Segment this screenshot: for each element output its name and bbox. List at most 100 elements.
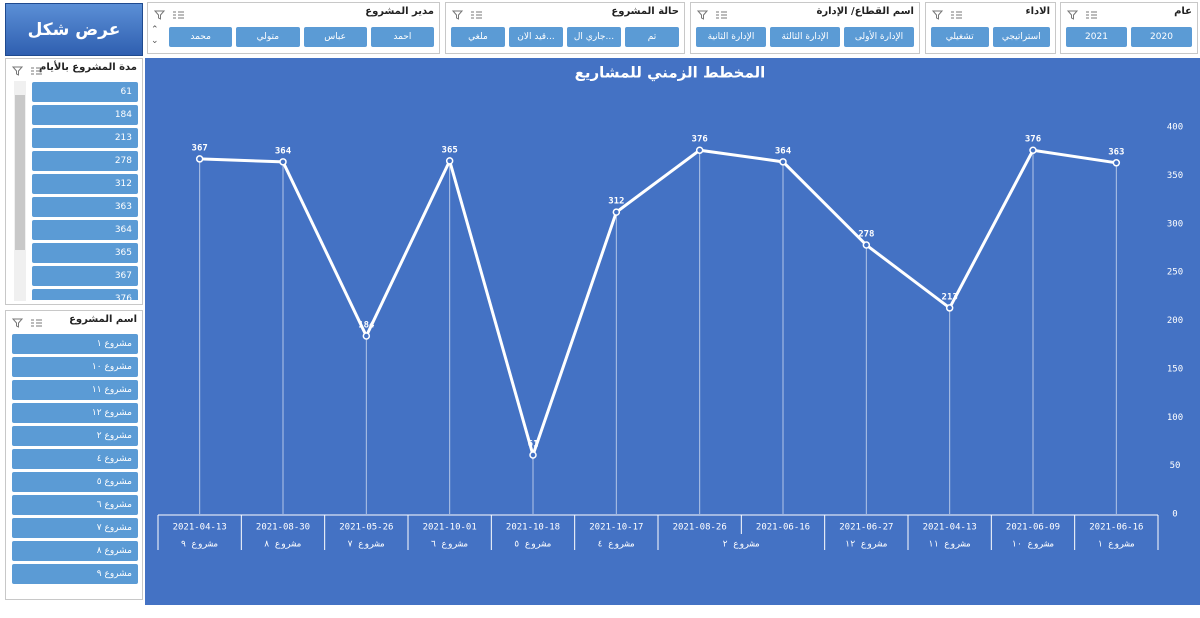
slicer-tools (153, 6, 193, 25)
slicer-title: اسم القطاع/ الإدارة (816, 6, 914, 17)
slicer-items: استراتيجي تشغيلي (931, 27, 1050, 47)
y-tick-label: 0 (1172, 510, 1177, 520)
slicer-item[interactable]: 367 (32, 266, 138, 286)
slicer-item[interactable]: تشغيلي (931, 27, 989, 47)
slicer-item[interactable]: 363 (32, 197, 138, 217)
slicer-header: اسم المشروع (6, 311, 142, 331)
slicer-header: عام (1061, 3, 1197, 23)
x-tick-label: 2021-06-27 (839, 523, 893, 533)
x-tick-label: 2021-06-09 (1006, 523, 1060, 533)
x-group-label: مشروع ١٢ (845, 540, 888, 550)
slicer-item[interactable]: الإدارة الثانية (696, 27, 766, 47)
slicer: حالة المشروع تم جاري ال... قيد الان... ملغي (445, 2, 685, 54)
slicer-items: الإدارة الأولى الإدارة الثالثة الإدارة الث… (696, 27, 914, 47)
point (1029, 146, 1037, 154)
x-group-label: مشروع ٨ (264, 540, 302, 550)
slicer-icons[interactable] (11, 65, 51, 77)
point (445, 157, 454, 165)
slicer-item[interactable]: مشروع ٢ (12, 426, 138, 446)
y-tick-label: 250 (1167, 268, 1183, 278)
slicer-items: 61 184 213 278 312 363 364 365 367 376 (32, 82, 138, 300)
point (779, 158, 787, 166)
slicer-item[interactable]: تم (625, 27, 679, 47)
slicer-item[interactable]: 184 (32, 105, 138, 125)
slicer-item[interactable]: 2021 (1066, 27, 1127, 47)
slicer-item[interactable]: ملغي (451, 27, 505, 47)
slicer-item[interactable]: عباس (303, 27, 367, 47)
slicer-tools (696, 6, 736, 25)
data-label: 278 (858, 230, 874, 240)
slicer-icons[interactable] (451, 9, 491, 21)
data-label: 364 (275, 146, 292, 156)
x-group-label: مشروع ٩ (181, 540, 219, 550)
slicer-item[interactable]: مشروع ١٢ (12, 403, 138, 423)
x-tick-label: 2021-06-16 (756, 523, 810, 533)
slicer-item[interactable]: 376 (32, 289, 138, 300)
slicer-item[interactable]: الإدارة الثالثة (770, 27, 840, 47)
slicer-item[interactable]: متولي (236, 27, 300, 47)
slicer-item[interactable]: 365 (32, 243, 138, 263)
slicer-item[interactable]: 2020 (1131, 27, 1192, 47)
action-button[interactable]: عرض شكل (5, 3, 143, 56)
slicer-items: مشروع ١ مشروع ١٠ مشروع ١١ مشروع ١٢ مشروع ٢ مش… (12, 334, 138, 595)
slicer-item[interactable]: 213 (32, 128, 138, 148)
slicer-title: عام (1174, 6, 1192, 17)
slicer-item[interactable]: الإدارة الأولى (844, 27, 914, 47)
slicer-item[interactable]: مشروع ٩ (12, 564, 138, 584)
data-label: 363 (1108, 147, 1124, 157)
slicer-icons[interactable] (1066, 9, 1106, 21)
data-label: 365 (442, 145, 458, 155)
slicer-tools (11, 314, 51, 333)
x-tick-label: 2021-10-01 (423, 523, 477, 533)
slicer-item[interactable]: 61 (32, 82, 138, 102)
slicer-item[interactable]: مشروع ٤ (12, 449, 138, 469)
slicer-tools (11, 62, 51, 81)
slicer-header: الاداء (926, 3, 1055, 23)
chart-area (145, 58, 1200, 605)
slicer-title: مدير المشروع (365, 6, 434, 17)
x-group-label: مشروع ١ (1097, 540, 1135, 550)
slicer-item[interactable]: مشروع ٨ (12, 541, 138, 561)
x-tick-label: 2021-04-13 (923, 523, 977, 533)
slicer-icons[interactable] (153, 9, 193, 21)
slicer-item[interactable]: قيد الان... (509, 27, 563, 47)
slicer-header: مدير المشروع (148, 3, 439, 23)
point (279, 158, 287, 166)
slicer-item[interactable]: مشروع ٧ (12, 518, 138, 538)
x-group-label: مشروع ٥ (514, 540, 552, 550)
slicer-icons[interactable] (696, 9, 736, 21)
slicer-item[interactable]: 278 (32, 151, 138, 171)
slicer-item[interactable]: 364 (32, 220, 138, 240)
slicer: مدة المشروع بالأيام 61 184 213 278 312 363 364 3… (5, 58, 143, 305)
data-label: 213 (942, 292, 958, 302)
slicer-icons[interactable] (11, 317, 51, 329)
slicer-item[interactable]: احمد (370, 27, 434, 47)
data-label: 367 (192, 143, 208, 153)
x-group-label: مشروع ٧ (347, 540, 385, 550)
point (695, 146, 704, 154)
slicer: مدير المشروع ⌃ ⌄ احمد عباس متولي محمد (147, 2, 440, 54)
slicer-item[interactable]: 312 (32, 174, 138, 194)
slicer-item[interactable]: مشروع ١ (12, 334, 138, 354)
point (945, 304, 954, 312)
slicer-item[interactable]: مشروع ٥ (12, 472, 138, 492)
x-tick-label: 2021-10-17 (589, 523, 643, 533)
x-group-label: مشروع ١٠ (1011, 540, 1054, 550)
scroll-thumb[interactable] (15, 95, 25, 250)
scroll-arrows[interactable]: ⌃ ⌄ (151, 25, 159, 46)
y-tick-label: 400 (1167, 123, 1183, 133)
slicer-item[interactable]: جاري ال... (567, 27, 621, 47)
slicer-icons[interactable] (931, 9, 971, 21)
x-group-label: مشروع ٢ (722, 540, 760, 550)
slicer-item[interactable]: محمد (169, 27, 233, 47)
slicer-item[interactable]: مشروع ١٠ (12, 357, 138, 377)
chart-title: المخطط الزمني للمشاريع (575, 64, 766, 82)
slicer-item[interactable]: مشروع ١١ (12, 380, 138, 400)
slicer-item[interactable]: مشروع ٦ (12, 495, 138, 515)
point (362, 332, 371, 340)
slicer: اسم القطاع/ الإدارة الإدارة الأولى الإدارة… (690, 2, 920, 54)
slicer-item[interactable]: استراتيجي (992, 27, 1050, 47)
slicer-header: حالة المشروع (446, 3, 684, 23)
